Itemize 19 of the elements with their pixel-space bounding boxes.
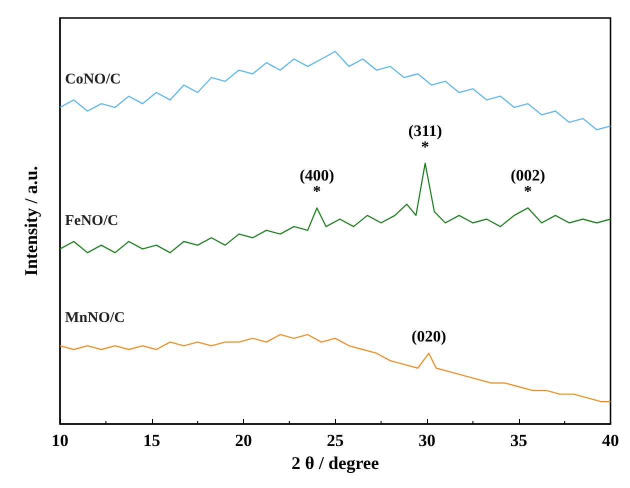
annotation: (400)	[300, 167, 334, 184]
y-axis-title: Intensity / a.u.	[21, 166, 41, 276]
annotation: *	[312, 183, 321, 200]
annotation: (020)	[412, 328, 446, 346]
x-axis-title: 2 θ / degree	[291, 453, 380, 473]
series-label: FeNO/C	[65, 212, 118, 229]
annotation: (002)	[510, 167, 546, 184]
x-tick-label: 30	[418, 431, 436, 450]
x-tick-label: 15	[143, 431, 160, 450]
x-tick-label: 10	[52, 431, 68, 450]
annotation: *	[524, 183, 532, 200]
series-label: MnNO/C	[65, 310, 125, 326]
x-tick-label: 35	[510, 431, 528, 450]
annotation: (311)	[408, 122, 442, 140]
x-tick-label: 20	[235, 431, 252, 450]
x-tick-label: 25	[326, 431, 344, 450]
annotation: *	[421, 138, 430, 156]
x-tick-label: 40	[602, 431, 619, 450]
series-label: CoNO/C	[65, 71, 121, 88]
